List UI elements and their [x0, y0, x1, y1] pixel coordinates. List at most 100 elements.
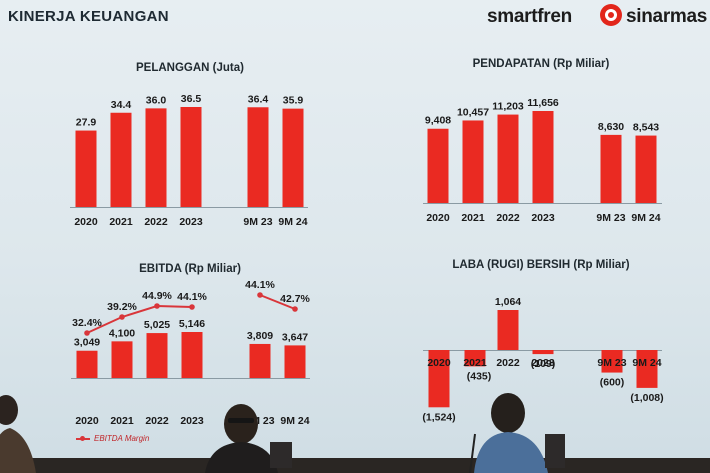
chart1-bar — [497, 114, 519, 203]
chart2-value-label: 4,100 — [109, 327, 135, 339]
chart-title-laba: LABA (RUGI) BERSIH (Rp Miliar) — [452, 259, 630, 271]
chart0-value-label: 36.0 — [146, 94, 167, 106]
chart0-category-label: 9M 24 — [278, 216, 307, 228]
chart3-bar — [464, 350, 486, 367]
person-center — [205, 404, 278, 473]
chart-legend: EBITDA Margin — [76, 434, 149, 443]
chart0-bar — [145, 108, 167, 207]
chart-title-pendapatan: PENDAPATAN (Rp Miliar) — [472, 58, 610, 70]
ebitda-margin-line — [86, 304, 193, 334]
chart2-value-label: 5,146 — [179, 318, 205, 330]
chart0-bar — [110, 112, 132, 207]
chart1-bar — [600, 134, 622, 203]
chart1-value-label: 8,543 — [633, 122, 659, 134]
chart3-bar — [532, 350, 554, 355]
ebitda-margin-point — [189, 304, 195, 310]
ebitda-margin-point — [257, 292, 263, 298]
chart3-value-label: (1,524) — [422, 411, 455, 423]
chart2-bar — [111, 341, 133, 378]
chart0-bar — [247, 107, 269, 207]
ebitda-margin-point — [84, 330, 90, 336]
chart2-category-label: 2022 — [145, 415, 169, 427]
chart1-value-label: 11,656 — [527, 97, 559, 109]
chart2-bar — [249, 343, 271, 378]
chart3-category-label: 2023 — [531, 357, 555, 369]
chart1-bar — [532, 111, 554, 203]
chart1-bar — [427, 128, 449, 203]
chart1-bar — [462, 120, 484, 203]
ebitda-margin-label: 39.2% — [107, 301, 137, 313]
chart2-bar — [76, 350, 98, 378]
chart3-value-label: (109) — [531, 358, 556, 370]
ebitda-margin-label: 42.7% — [280, 293, 310, 305]
chart3-bar — [601, 350, 623, 373]
chart3-category-label: 9M 24 — [632, 357, 661, 369]
chart1-bar — [635, 135, 657, 203]
chart-title-pelanggan: PELANGGAN (Juta) — [136, 62, 244, 74]
chart0-category-label: 9M 23 — [243, 216, 272, 228]
chart3-category-label: 2022 — [496, 357, 520, 369]
chart3-category-label: 2020 — [427, 357, 451, 369]
chart0-category-label: 2023 — [179, 216, 203, 228]
ebitda-margin-label: 44.1% — [177, 291, 207, 303]
chart1-value-label: 10,457 — [457, 106, 489, 118]
chart0-bar — [282, 108, 304, 207]
chart1-category-label: 2022 — [496, 212, 520, 224]
chart0-value-label: 35.9 — [283, 95, 304, 107]
ebitda-margin-label: 44.9% — [142, 290, 172, 302]
chart2-category-label: 2020 — [75, 415, 99, 427]
chart1-category-label: 2020 — [426, 212, 450, 224]
sinarmas-logo: sinarmas — [626, 6, 708, 27]
chart1-category-label: 2023 — [531, 212, 555, 224]
chart2-category-label: 2023 — [180, 415, 204, 427]
ebitda-margin-point — [154, 303, 160, 309]
chart1-value-label: 11,203 — [492, 101, 524, 113]
ebitda-margin-point — [292, 306, 298, 312]
chart3-bar — [428, 350, 450, 408]
chart2-bar — [181, 332, 203, 378]
chart1-value-label: 9,408 — [425, 115, 451, 127]
chart0-value-label: 27.9 — [76, 117, 97, 129]
ebitda-margin-point — [119, 314, 125, 320]
chart3-bar — [636, 350, 658, 388]
chart2-value-label: 3,809 — [247, 330, 273, 342]
chart3-category-label: 2021 — [463, 357, 487, 369]
smartfren-logo: smartfren — [487, 6, 572, 27]
chart1-category-label: 9M 23 — [596, 212, 625, 224]
ebitda-margin-label: 32.4% — [72, 317, 102, 329]
chart2-bar — [284, 345, 306, 378]
chart0-value-label: 36.5 — [181, 93, 202, 105]
chart2-value-label: 3,647 — [282, 331, 308, 343]
slide-title: KINERJA KEUANGAN — [8, 8, 169, 25]
chart-title-ebitda: EBITDA (Rp Miliar) — [139, 263, 241, 275]
chart0-value-label: 36.4 — [248, 93, 269, 105]
legend-label: EBITDA Margin — [94, 434, 150, 443]
ebitda-margin-line — [259, 294, 296, 310]
chart1-category-label: 2021 — [461, 212, 485, 224]
person-left — [0, 395, 36, 473]
ebitda-margin-label: 44.1% — [245, 279, 275, 291]
chart0-bar — [180, 107, 202, 207]
chart0-category-label: 2022 — [144, 216, 168, 228]
chart1-category-label: 9M 24 — [631, 212, 660, 224]
chart1-value-label: 8,630 — [598, 121, 624, 133]
chart3-bar — [497, 310, 519, 350]
chart2-bar — [146, 333, 168, 378]
chart2-category-label: 2021 — [110, 415, 134, 427]
chart0-category-label: 2020 — [74, 216, 98, 228]
chart0-category-label: 2021 — [109, 216, 133, 228]
chart2-category-label: 9M 24 — [280, 415, 309, 427]
chart3-value-label: (1,008) — [630, 392, 663, 404]
person-right — [474, 393, 548, 473]
chart2-value-label: 3,049 — [74, 337, 100, 349]
chart3-value-label: 1,064 — [495, 296, 521, 308]
chart2-value-label: 5,025 — [144, 319, 170, 331]
sinarmas-logo-icon — [600, 4, 622, 26]
legend-line-marker — [76, 435, 90, 441]
chart0-bar — [75, 130, 97, 207]
chart0-value-label: 34.4 — [111, 99, 132, 111]
chart3-category-label: 9M 23 — [597, 357, 626, 369]
